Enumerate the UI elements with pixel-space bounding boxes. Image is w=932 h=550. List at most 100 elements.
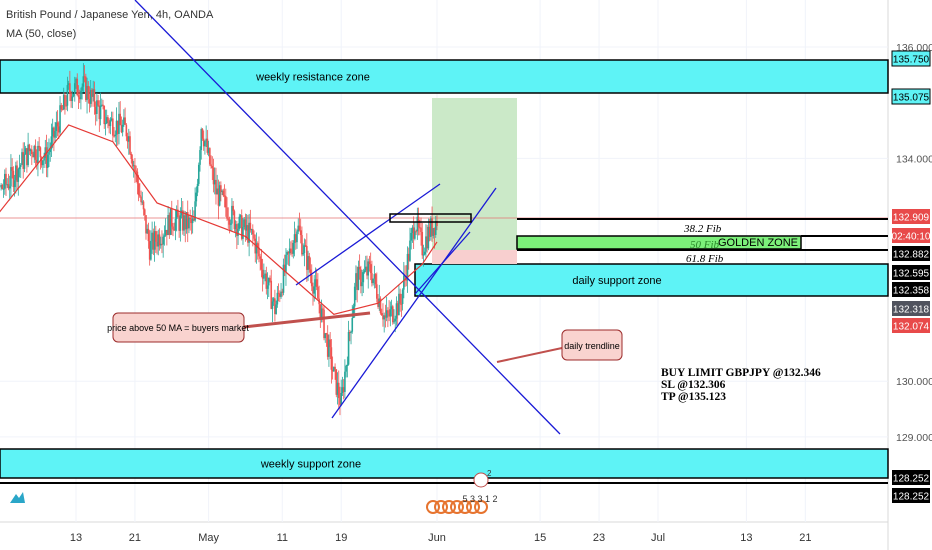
candle-body bbox=[177, 209, 179, 218]
trendline[interactable] bbox=[414, 231, 471, 295]
candle-body bbox=[78, 97, 81, 100]
zone-rect[interactable] bbox=[414, 263, 889, 297]
candle-body bbox=[7, 184, 10, 189]
candle-body bbox=[96, 100, 98, 114]
price-label-bg bbox=[892, 228, 930, 243]
price-axis[interactable]: 136.000134.000130.000129.000135.750135.0… bbox=[891, 42, 932, 503]
candle-body bbox=[355, 273, 357, 287]
candle-body bbox=[87, 85, 90, 100]
candle-body bbox=[376, 284, 378, 299]
event-dot-icon[interactable] bbox=[426, 500, 440, 514]
candle-body bbox=[258, 247, 260, 257]
event-dot-icon[interactable] bbox=[466, 500, 480, 514]
candle-body bbox=[173, 229, 176, 231]
fib-source-box[interactable] bbox=[389, 213, 472, 223]
candle-body bbox=[81, 86, 83, 91]
candle-body bbox=[119, 113, 122, 126]
candle-body bbox=[178, 217, 180, 231]
candle-body bbox=[323, 309, 325, 339]
candle-body bbox=[434, 221, 437, 235]
candle-body bbox=[226, 207, 228, 219]
candle-body bbox=[77, 95, 80, 98]
trendline[interactable] bbox=[134, 0, 561, 435]
candle-body bbox=[204, 141, 206, 147]
price-label-bg bbox=[891, 88, 931, 105]
x-tick-label: 13 bbox=[70, 532, 82, 544]
event-counts: 5 3 3 1 2 bbox=[462, 494, 497, 504]
event-dot-icon[interactable] bbox=[474, 500, 488, 514]
x-tick-label: Jul bbox=[651, 532, 665, 544]
candle-body bbox=[12, 170, 15, 188]
candle-body bbox=[288, 248, 291, 254]
candle-body bbox=[183, 215, 185, 231]
candle-body bbox=[35, 159, 38, 164]
annotations[interactable]: price above 50 MA = buyers market daily t… bbox=[107, 312, 821, 514]
event-dot-icon[interactable] bbox=[450, 500, 464, 514]
ma-note-box[interactable] bbox=[112, 312, 245, 343]
candle-body bbox=[22, 152, 25, 169]
candle-body bbox=[40, 157, 43, 166]
candle-body bbox=[261, 269, 264, 279]
stop-area[interactable] bbox=[432, 250, 517, 264]
indicator-label: MA (50, close) bbox=[6, 28, 76, 40]
y-tick-label: 134.000 bbox=[896, 153, 932, 165]
candle-body bbox=[92, 89, 94, 97]
fib-382-label: 38.2 Fib bbox=[683, 223, 722, 235]
time-axis[interactable]: 13 21 May 11 19 Jun 15 23 Jul 13 21 bbox=[70, 532, 812, 544]
zone-rect[interactable] bbox=[0, 448, 889, 479]
candle-body bbox=[407, 253, 410, 261]
candle-body bbox=[167, 215, 169, 236]
candle-body bbox=[389, 309, 392, 317]
golden-zone-label: GOLDEN ZONE bbox=[718, 237, 798, 249]
candle-body bbox=[115, 120, 118, 135]
candle-body bbox=[166, 230, 168, 236]
event-dot-icon[interactable] bbox=[458, 500, 472, 514]
candle-body bbox=[88, 99, 91, 104]
candle-body bbox=[196, 183, 199, 193]
candle-body bbox=[433, 228, 436, 235]
candle-body bbox=[371, 273, 373, 284]
candle-body bbox=[360, 269, 362, 287]
candle-body bbox=[11, 167, 13, 171]
trendline[interactable] bbox=[331, 187, 497, 419]
flag-icon[interactable] bbox=[473, 472, 489, 488]
candle-body bbox=[291, 252, 293, 254]
trendlines[interactable] bbox=[134, 0, 563, 435]
candle-body bbox=[164, 230, 167, 236]
trend-note-box[interactable] bbox=[561, 329, 623, 361]
candle-body bbox=[239, 215, 242, 217]
candle-body bbox=[426, 236, 428, 249]
candle-body bbox=[281, 291, 284, 293]
candle-body bbox=[56, 122, 59, 127]
candle-body bbox=[292, 242, 295, 254]
candles bbox=[0, 63, 438, 416]
long-position-box[interactable] bbox=[0, 98, 888, 264]
candle-body bbox=[148, 241, 151, 260]
candle-body bbox=[274, 298, 276, 315]
candle-body bbox=[69, 83, 71, 94]
candle-body bbox=[28, 144, 31, 152]
trendline[interactable] bbox=[295, 183, 441, 286]
event-dot-icon[interactable] bbox=[434, 500, 448, 514]
candle-body bbox=[15, 165, 17, 181]
target-area[interactable] bbox=[432, 98, 517, 250]
candle-body bbox=[0, 184, 2, 188]
zone-rect[interactable] bbox=[0, 59, 889, 94]
candle-body bbox=[303, 245, 306, 253]
candle-body bbox=[170, 208, 173, 227]
candle-body bbox=[153, 231, 156, 250]
candle-body bbox=[71, 96, 74, 102]
candle-body bbox=[184, 215, 187, 230]
event-dot-icon[interactable] bbox=[442, 500, 456, 514]
candle-body bbox=[373, 274, 376, 279]
candle-body bbox=[374, 274, 377, 285]
candle-body bbox=[197, 164, 200, 184]
candle-body bbox=[130, 153, 133, 159]
candle-body bbox=[260, 258, 263, 270]
candle-body bbox=[89, 89, 92, 104]
price-label-bg bbox=[892, 246, 930, 261]
price-label: 132.882 bbox=[893, 250, 930, 261]
event-markers[interactable]: 2 5 3 3 1 2 bbox=[426, 469, 498, 514]
